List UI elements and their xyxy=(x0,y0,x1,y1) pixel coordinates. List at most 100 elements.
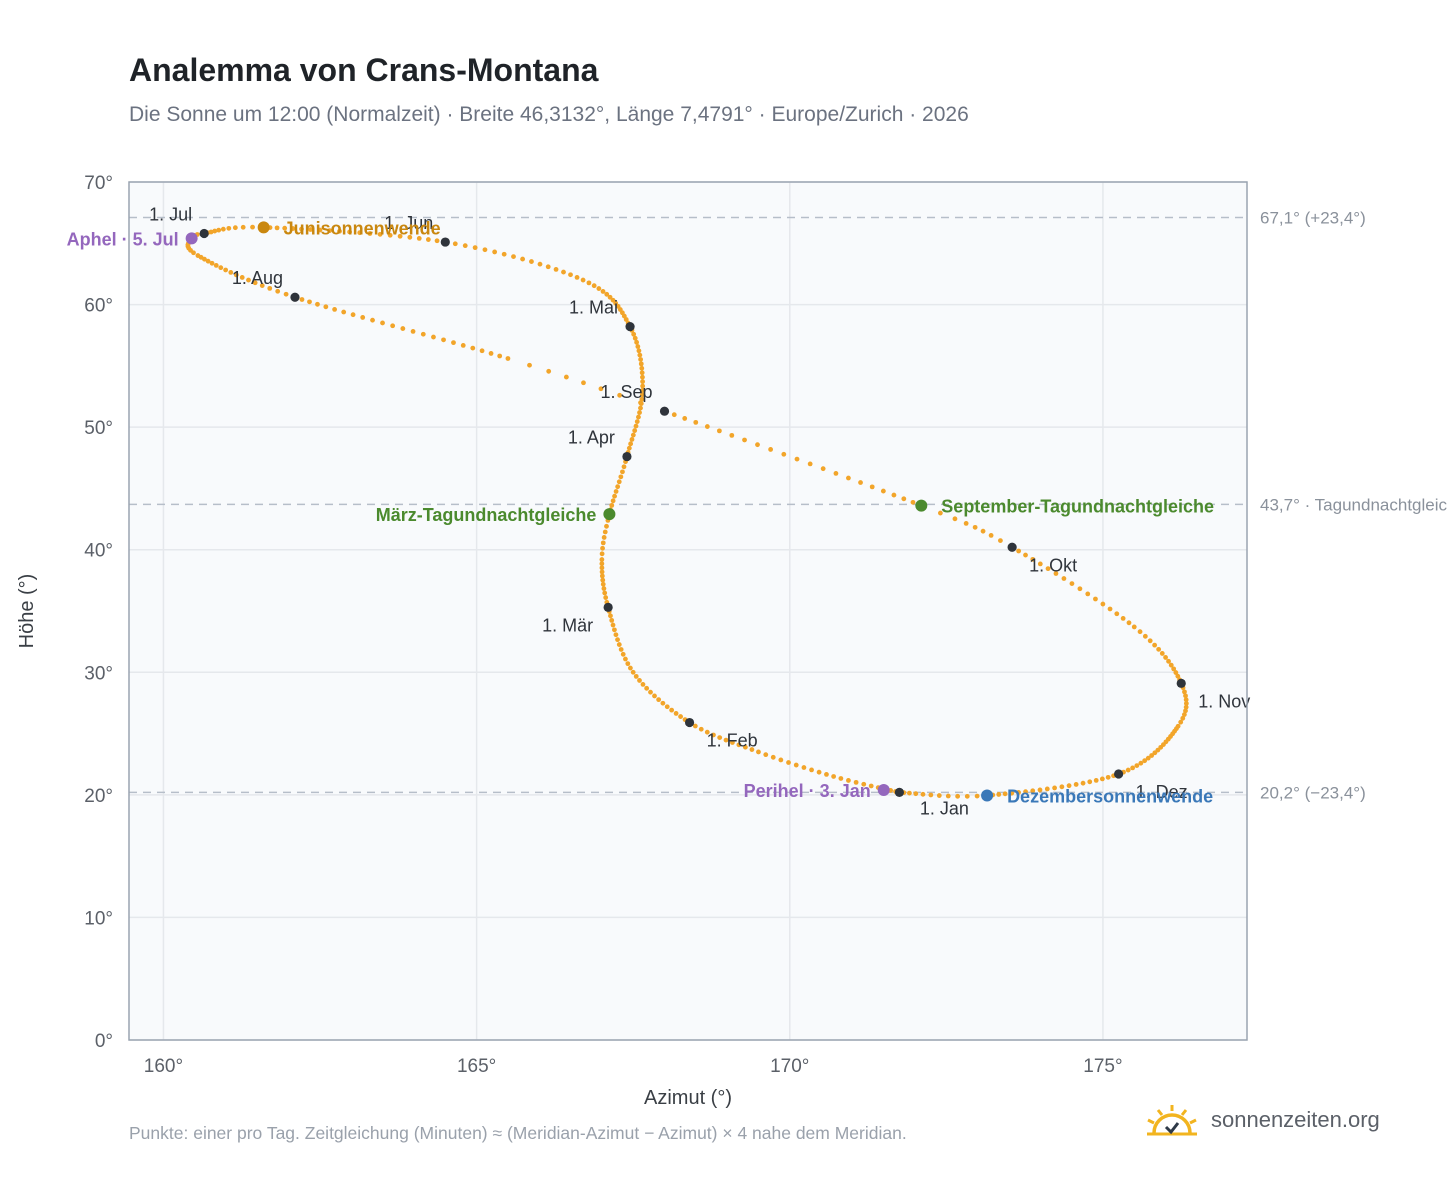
day-point xyxy=(639,365,645,371)
day-point xyxy=(601,535,607,540)
day-point xyxy=(637,352,643,358)
day-point xyxy=(599,557,605,562)
day-point xyxy=(1183,708,1188,714)
day-point xyxy=(1130,765,1136,771)
day-point xyxy=(341,309,347,315)
day-point xyxy=(910,499,916,505)
day-point xyxy=(283,291,289,297)
day-point xyxy=(462,243,468,249)
event-markers: Aphel · 5. Jul Junisonnenwende März-Tagund… xyxy=(67,218,1214,806)
day-point xyxy=(599,569,605,575)
day-point xyxy=(387,232,393,238)
month-markers: 1. Jan 1. Feb 1. Mär 1. Apr 1. Mai 1. Jun 1. J… xyxy=(149,204,1250,818)
day-point xyxy=(580,277,586,283)
day-point xyxy=(1125,767,1131,773)
day-point xyxy=(1045,566,1051,572)
day-point xyxy=(602,590,608,596)
day-point xyxy=(290,226,296,231)
day-point xyxy=(640,387,645,393)
day-point xyxy=(1152,642,1158,648)
day-point xyxy=(768,447,774,452)
day-point xyxy=(618,474,624,480)
day-point xyxy=(621,464,627,470)
day-point xyxy=(505,356,511,361)
day-point xyxy=(620,651,626,657)
day-point xyxy=(553,267,559,272)
day-point xyxy=(598,386,604,392)
day-point xyxy=(599,561,605,567)
day-point xyxy=(599,551,605,557)
day-point xyxy=(636,414,641,420)
day-point xyxy=(907,790,912,796)
day-point xyxy=(581,380,586,386)
day-point xyxy=(1142,758,1148,764)
day-point xyxy=(952,516,958,522)
day-point xyxy=(634,419,640,424)
day-point xyxy=(307,299,312,305)
x-tick-label: 165° xyxy=(457,1056,496,1077)
day-point xyxy=(1173,670,1179,675)
event-label: Perihel · 3. Jan xyxy=(744,781,871,801)
month-label: 1. Jan xyxy=(920,798,969,818)
day-point xyxy=(1023,552,1028,558)
day-point xyxy=(1052,785,1057,791)
axes: 160° 165° 170° 175° 0° 10° 20° 30° 40° 50° 60° 70° xyxy=(84,173,1122,1077)
day-point xyxy=(1183,697,1189,703)
day-point xyxy=(1093,777,1099,783)
day-point xyxy=(202,256,207,262)
day-point xyxy=(1152,750,1158,756)
day-point xyxy=(610,622,616,628)
day-point xyxy=(420,331,426,337)
day-point xyxy=(1171,666,1177,672)
day-point xyxy=(638,357,644,362)
month-label: 1. Sep xyxy=(600,382,652,402)
day-point xyxy=(259,283,265,288)
day-point xyxy=(1183,693,1188,699)
day-point xyxy=(1037,787,1043,793)
day-point xyxy=(609,502,615,508)
day-point xyxy=(656,697,662,703)
event-marker xyxy=(185,232,198,245)
day-point xyxy=(809,767,814,773)
day-point xyxy=(472,245,478,251)
day-point xyxy=(233,272,239,278)
day-point xyxy=(928,792,934,798)
day-point xyxy=(1166,658,1171,664)
day-point xyxy=(239,275,245,280)
x-axis-label: Azimut (°) xyxy=(644,1087,732,1109)
day-point xyxy=(1142,633,1148,639)
day-point xyxy=(1093,596,1098,602)
month-marker xyxy=(684,717,695,728)
day-point xyxy=(1073,782,1079,787)
day-point xyxy=(209,260,215,266)
day-point xyxy=(1180,715,1186,721)
month-marker xyxy=(622,451,632,462)
day-point xyxy=(1066,783,1072,789)
day-point xyxy=(853,779,859,785)
day-point xyxy=(704,424,710,429)
reference-lines: 67,1° (+23,4°) 43,7° · Tagundnachtgleiche… xyxy=(129,209,1448,802)
day-point xyxy=(644,685,650,691)
day-point xyxy=(1163,655,1168,660)
day-point xyxy=(410,329,416,334)
brand-logo[interactable]: sonnenzeiten.org xyxy=(1145,1100,1380,1140)
day-point xyxy=(634,339,640,345)
day-point xyxy=(545,264,551,270)
day-point xyxy=(632,428,638,433)
day-point xyxy=(781,451,787,457)
day-point xyxy=(631,331,637,337)
day-point xyxy=(638,400,643,406)
day-point xyxy=(639,370,645,376)
day-point xyxy=(299,297,305,302)
month-label: 1. Aug xyxy=(232,268,283,288)
day-point xyxy=(612,493,617,499)
day-point xyxy=(274,225,280,231)
day-point xyxy=(633,423,639,429)
day-point xyxy=(640,374,645,380)
day-point xyxy=(407,234,413,240)
day-point xyxy=(664,704,670,710)
day-point xyxy=(988,533,994,538)
day-point xyxy=(308,227,313,232)
day-point xyxy=(858,480,863,485)
day-point xyxy=(833,470,839,476)
